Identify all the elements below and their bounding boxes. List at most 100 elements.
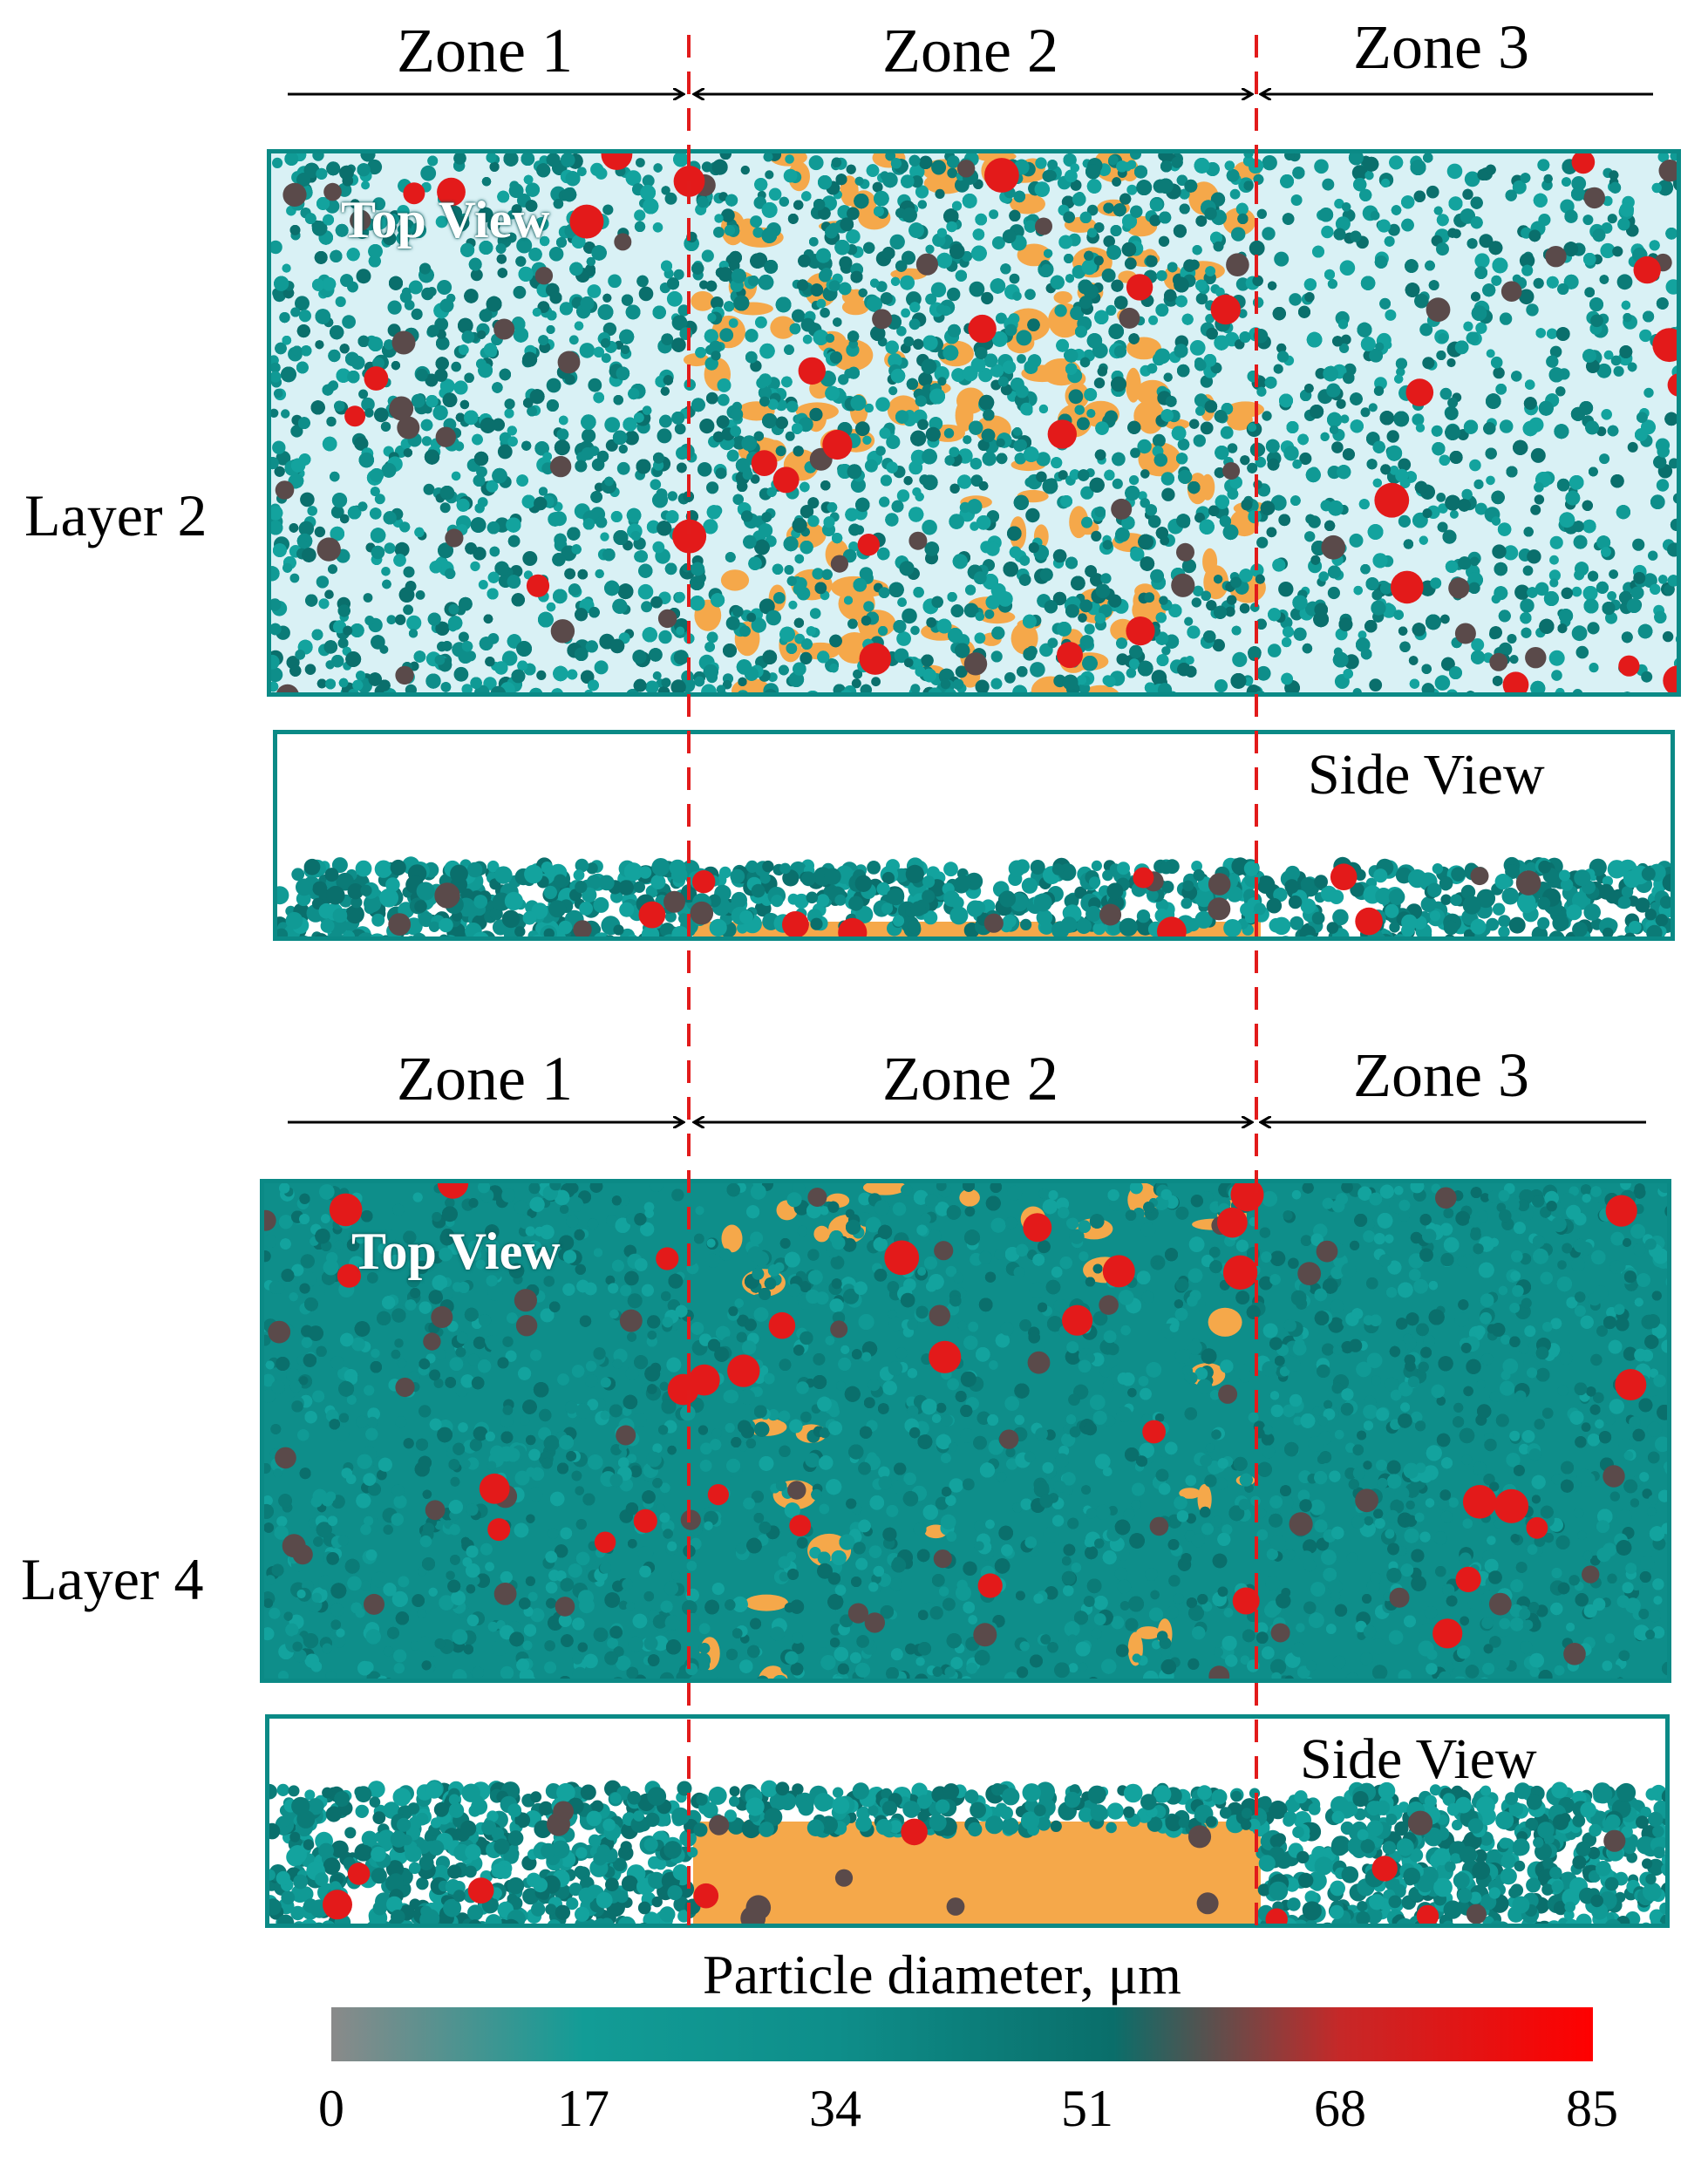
small-particle (1662, 630, 1674, 643)
small-particle (1571, 176, 1587, 191)
small-particle (1612, 246, 1623, 257)
small-particle (394, 541, 410, 557)
small-particle (686, 695, 699, 697)
small-particle (1607, 214, 1617, 224)
small-particle (1273, 364, 1283, 374)
small-particle (930, 282, 947, 297)
small-particle (1493, 366, 1505, 379)
small-particle (974, 632, 986, 644)
small-particle (600, 532, 609, 541)
small-particle (1522, 565, 1534, 576)
small-particle (1632, 538, 1645, 551)
small-particle (1321, 225, 1334, 239)
small-particle (1126, 184, 1138, 195)
small-particle (470, 269, 483, 282)
small-particle (1340, 334, 1351, 345)
small-particle (435, 215, 448, 228)
small-particle (510, 565, 523, 578)
small-particle (1227, 443, 1238, 453)
small-particle (1436, 493, 1446, 502)
small-particle (1471, 638, 1485, 651)
small-particle (1549, 345, 1562, 358)
small-particle (363, 593, 373, 603)
small-particle (1256, 536, 1269, 548)
small-particle (1054, 304, 1067, 317)
small-particle (546, 378, 561, 393)
small-particle (701, 161, 712, 173)
small-particle (588, 378, 602, 392)
small-particle (854, 421, 870, 437)
small-particle (1571, 586, 1582, 597)
small-particle (1335, 628, 1348, 641)
small-particle (372, 197, 386, 211)
small-particle (1464, 171, 1480, 187)
small-particle (1200, 375, 1214, 388)
small-particle (1025, 507, 1040, 523)
small-particle (701, 249, 714, 262)
small-particle (387, 300, 402, 315)
small-particle (1352, 688, 1362, 692)
small-particle (768, 187, 782, 201)
small-particle (935, 188, 945, 199)
small-particle (1434, 675, 1451, 691)
small-particle (984, 609, 995, 619)
melt-pool-patch (1053, 291, 1072, 304)
small-particle (1665, 279, 1677, 295)
small-particle (1017, 354, 1026, 364)
small-particle (373, 407, 389, 423)
small-particle (1486, 475, 1495, 486)
small-particle (902, 608, 917, 624)
small-particle (1084, 623, 1095, 635)
small-particle (619, 694, 629, 697)
small-particle (1446, 358, 1456, 368)
small-particle (1548, 650, 1565, 666)
small-particle (1148, 315, 1159, 325)
small-particle (1130, 153, 1141, 160)
small-particle (1193, 585, 1204, 596)
small-particle (1339, 343, 1350, 353)
small-particle (1152, 433, 1166, 447)
melt-pool-patch (1226, 409, 1253, 431)
small-particle (1370, 210, 1380, 221)
small-particle (820, 307, 830, 318)
small-particle (1193, 434, 1207, 447)
small-particle (478, 580, 488, 589)
small-particle (587, 284, 602, 298)
small-particle (579, 343, 595, 358)
small-particle (1091, 530, 1102, 541)
small-particle (676, 446, 689, 460)
small-particle (931, 160, 947, 175)
small-particle (1518, 289, 1534, 305)
small-particle (746, 612, 757, 623)
small-particle (1402, 692, 1414, 697)
small-particle (889, 234, 905, 250)
melt-pool-patch (1126, 367, 1141, 403)
small-particle (1349, 533, 1364, 548)
small-particle (1351, 165, 1368, 180)
small-particle (1327, 586, 1340, 600)
small-particle (1232, 651, 1248, 668)
small-particle (304, 664, 316, 675)
small-particle (719, 328, 734, 343)
small-particle (538, 693, 552, 697)
small-particle (1289, 293, 1302, 306)
small-particle (1549, 535, 1563, 549)
small-particle (1546, 355, 1559, 368)
small-particle (1677, 631, 1681, 641)
small-particle (361, 397, 375, 412)
small-particle (564, 695, 575, 698)
small-particle (641, 601, 653, 613)
small-particle (1262, 227, 1276, 241)
melt-pool-patch (1165, 419, 1190, 430)
small-particle (717, 378, 732, 392)
small-particle (1582, 215, 1594, 226)
small-particle (671, 315, 688, 330)
small-particle (458, 631, 469, 643)
small-particle (1292, 459, 1303, 469)
small-particle (1385, 309, 1397, 321)
small-particle (330, 505, 344, 519)
small-particle (386, 615, 397, 625)
small-particle (437, 280, 453, 295)
small-particle (1624, 691, 1630, 692)
small-particle (1571, 625, 1588, 642)
